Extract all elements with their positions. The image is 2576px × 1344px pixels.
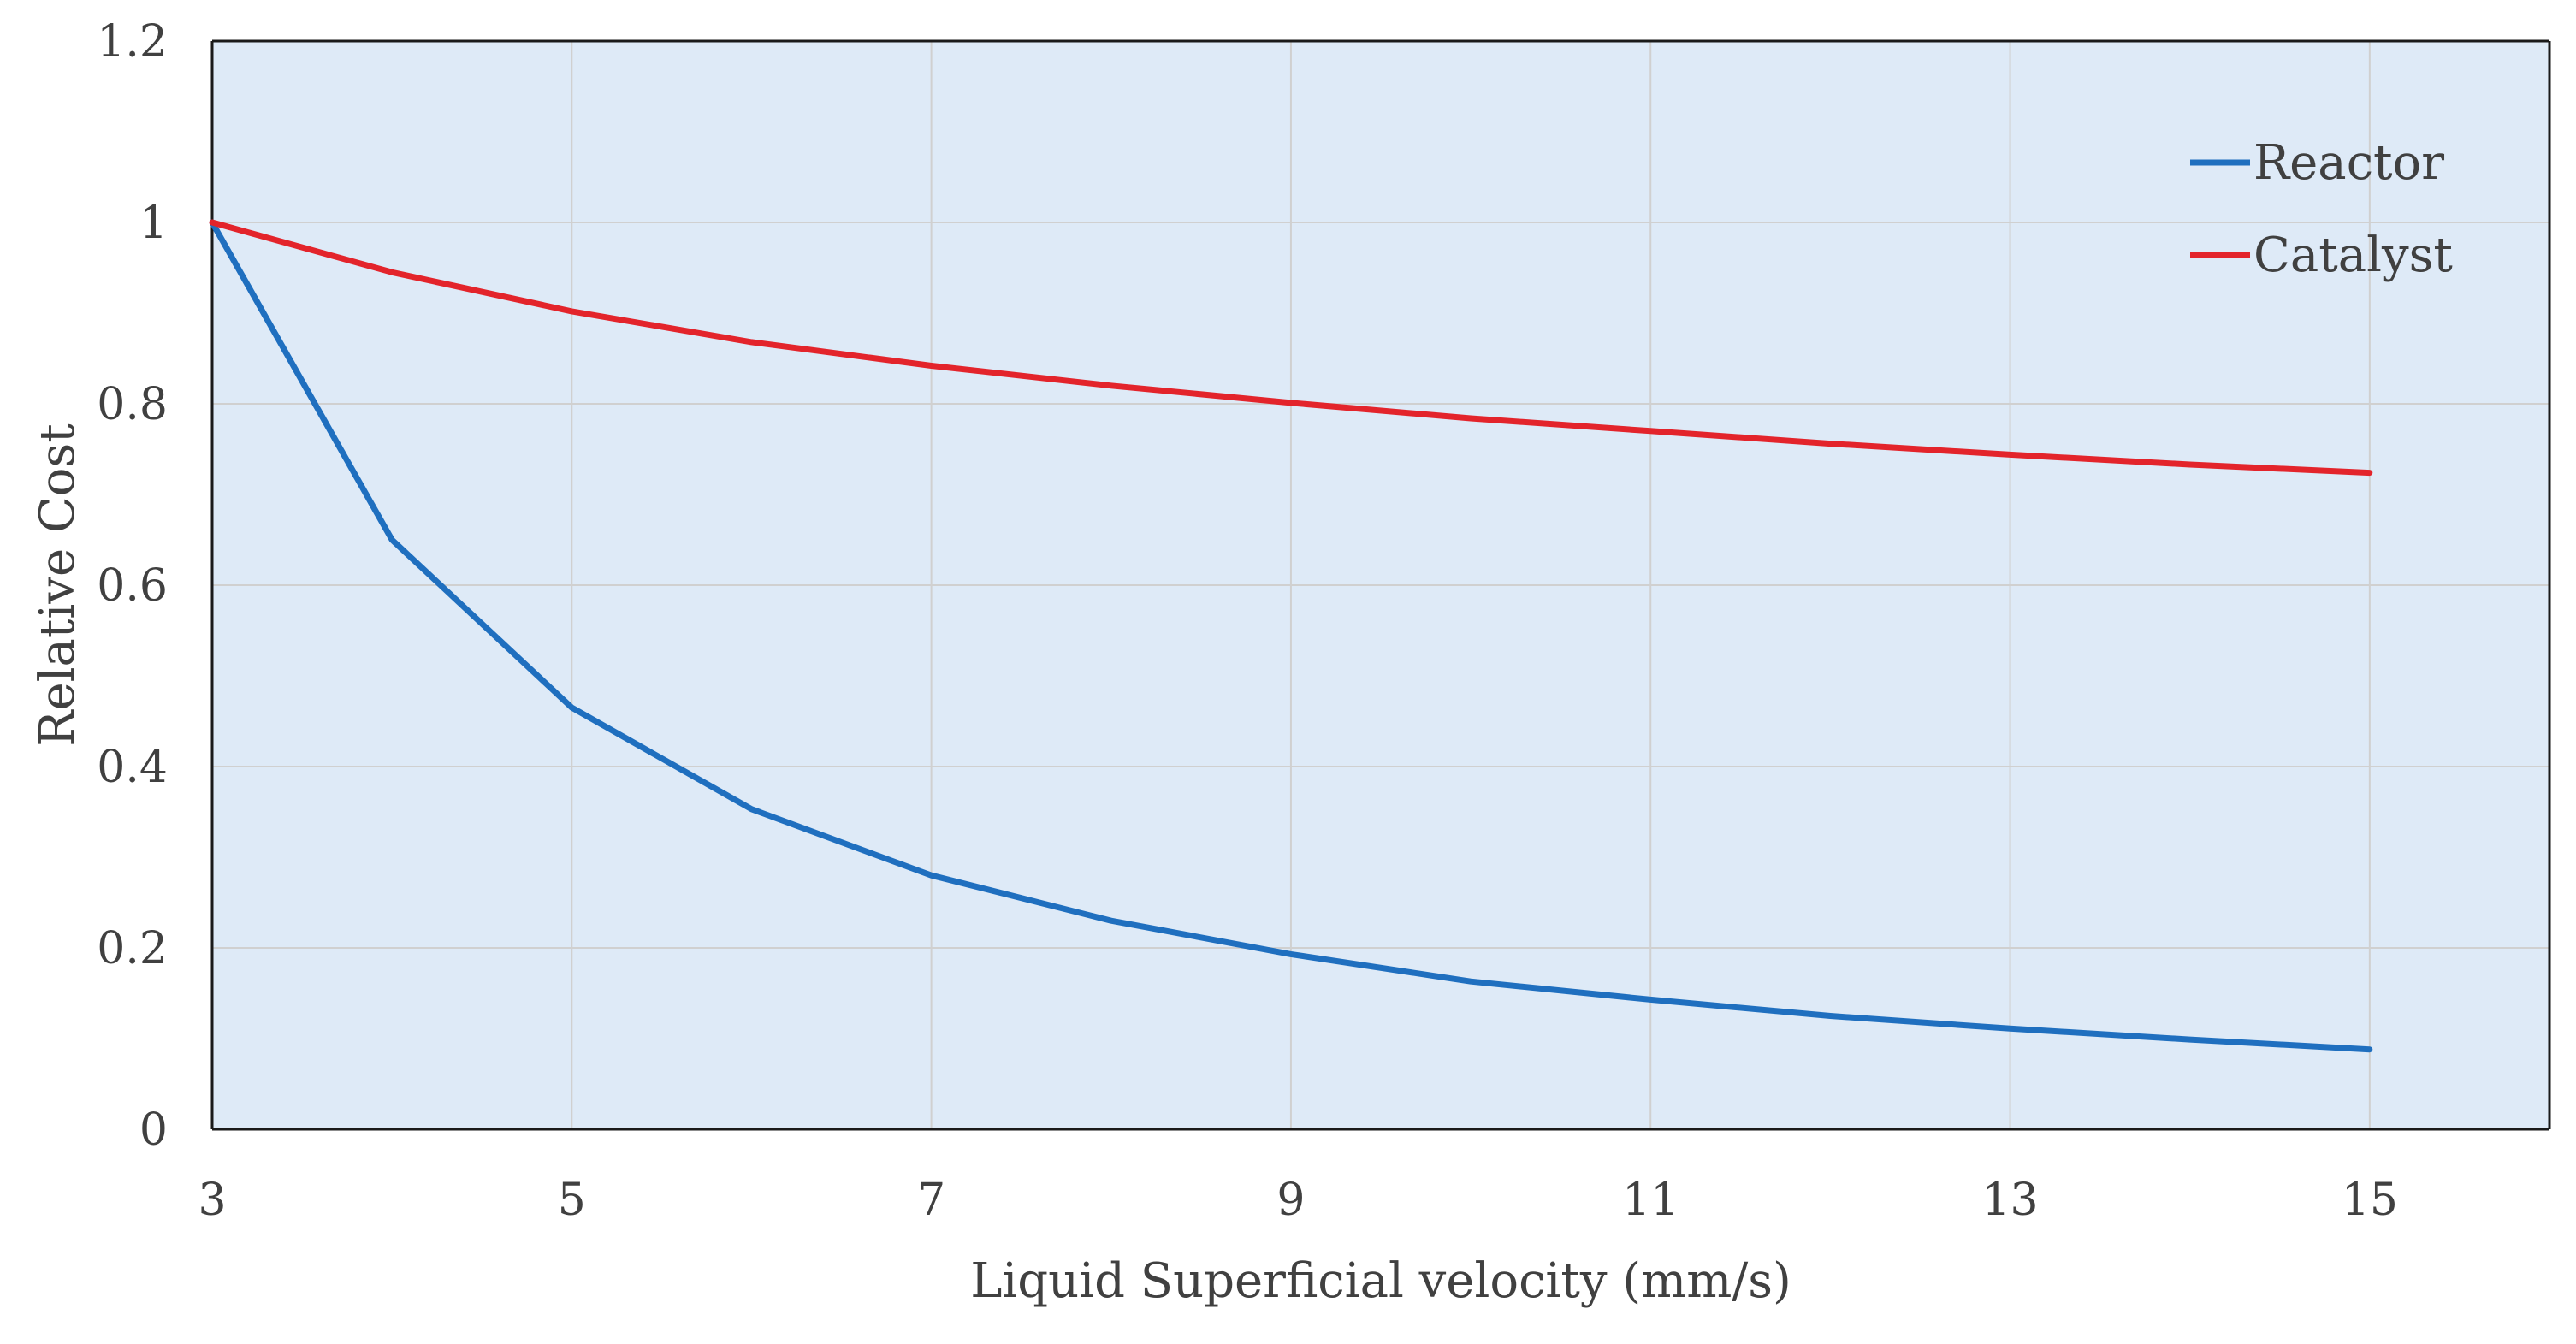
x-tick-label: 15 — [2342, 1175, 2398, 1226]
x-tick-label: 13 — [1981, 1175, 2038, 1226]
y-tick-label: 0.8 — [97, 379, 168, 430]
legend-label-catalyst: Catalyst — [2253, 228, 2453, 283]
y-tick-label: 0.6 — [97, 560, 168, 612]
x-tick-label: 5 — [558, 1175, 586, 1226]
y-tick-label: 0.2 — [97, 923, 168, 974]
legend-label-reactor: Reactor — [2253, 135, 2444, 191]
y-axis-title: Relative Cost — [30, 423, 86, 747]
y-tick-label: 0.4 — [97, 742, 168, 793]
y-tick-label: 1 — [139, 198, 168, 249]
y-tick-label: 0 — [139, 1104, 168, 1156]
x-axis-title: Liquid Superficial velocity (mm/s) — [970, 1253, 1791, 1309]
x-tick-label: 7 — [917, 1175, 945, 1226]
x-tick-label: 11 — [1622, 1175, 1679, 1226]
x-tick-label: 3 — [198, 1175, 226, 1226]
y-tick-label: 1.2 — [97, 16, 168, 68]
x-tick-label: 9 — [1276, 1175, 1305, 1226]
